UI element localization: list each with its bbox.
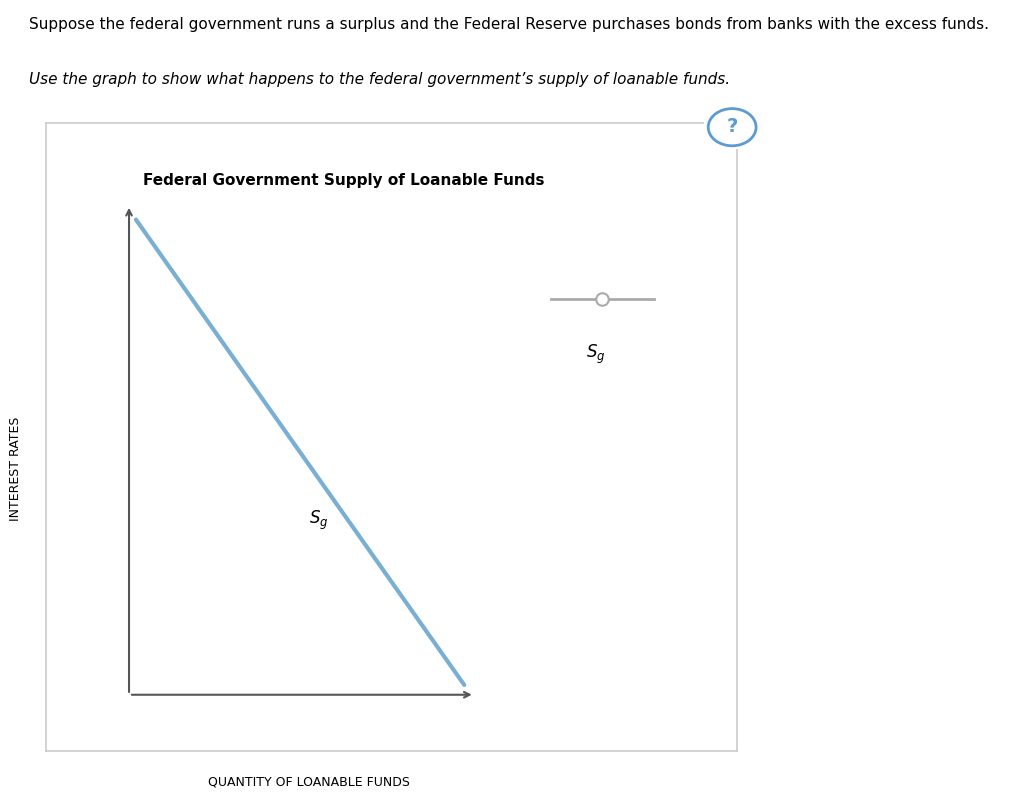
- Text: $S_g$: $S_g$: [586, 343, 605, 366]
- Text: ?: ?: [726, 117, 738, 136]
- Circle shape: [709, 109, 756, 145]
- Text: INTEREST RATES: INTEREST RATES: [9, 417, 22, 521]
- Text: Suppose the federal government runs a surplus and the Federal Reserve purchases : Suppose the federal government runs a su…: [29, 17, 989, 33]
- Text: Use the graph to show what happens to the federal government’s supply of loanabl: Use the graph to show what happens to th…: [29, 72, 730, 87]
- Text: $S_g$: $S_g$: [309, 509, 329, 532]
- Text: Federal Government Supply of Loanable Funds: Federal Government Supply of Loanable Fu…: [143, 173, 545, 188]
- Text: QUANTITY OF LOANABLE FUNDS: QUANTITY OF LOANABLE FUNDS: [208, 775, 410, 788]
